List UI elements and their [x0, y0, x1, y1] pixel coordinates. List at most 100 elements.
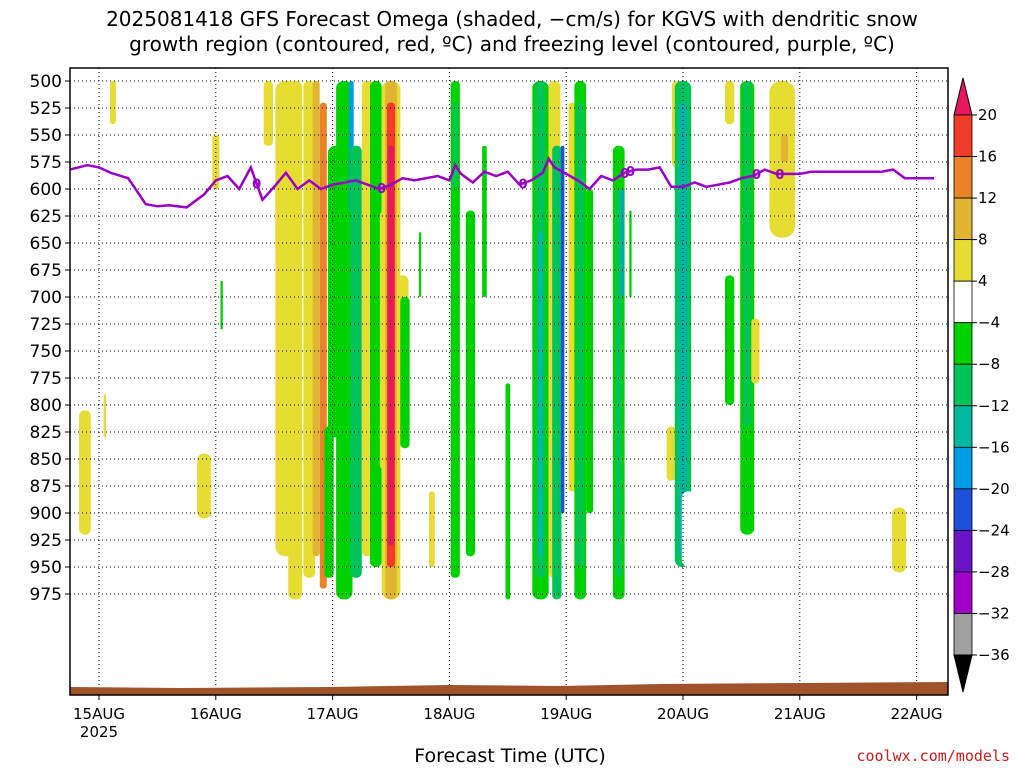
y-tick-label: 950	[30, 558, 62, 578]
omega-area	[429, 491, 435, 567]
y-tick-label: 925	[30, 531, 62, 551]
omega-area	[465, 210, 476, 557]
omega-area	[452, 102, 458, 189]
plot-frame	[69, 67, 949, 696]
y-tick-label: 675	[30, 261, 62, 281]
omega-area	[576, 102, 584, 567]
chart-title-line-1: 2025081418 GFS Forecast Omega (shaded, −…	[106, 7, 918, 31]
omega-area	[560, 145, 565, 514]
omega-area	[288, 81, 303, 600]
freezing-level-line	[70, 156, 935, 209]
colorbar-segment	[953, 156, 973, 199]
colorbar-segment	[953, 239, 973, 282]
y-tick-label: 725	[30, 315, 62, 335]
colorbar-segment	[953, 280, 973, 324]
x-axis-label: Forecast Time (UTC)	[414, 745, 606, 767]
y-tick-label: 875	[30, 477, 62, 497]
colorbar-label: −20	[978, 480, 1010, 498]
y-tick-label: 750	[30, 342, 62, 362]
freezing-level-label: 0	[752, 168, 761, 183]
y-tick-label: 775	[30, 369, 62, 389]
omega-area	[505, 383, 511, 600]
x-tick-label: 18AUG	[423, 705, 475, 723]
x-tick-label: 17AUG	[307, 705, 359, 723]
freezing-level-label: 0	[775, 168, 784, 183]
colorbar-label: 4	[978, 272, 988, 290]
colorbar-segment	[953, 446, 973, 490]
colorbar-segment	[953, 405, 973, 448]
colorbar-label: 8	[978, 231, 988, 249]
plot-area: 0 0 000 0 0	[70, 68, 948, 695]
omega-area	[725, 81, 735, 125]
omega-area	[568, 102, 576, 492]
omega-area	[220, 280, 223, 330]
omega-area	[324, 426, 334, 578]
y-tick-label: 850	[30, 450, 62, 470]
y-tick-label: 575	[30, 153, 62, 173]
omega-area	[781, 135, 789, 162]
y-tick-label: 525	[30, 99, 62, 119]
omega-area	[743, 81, 751, 427]
omega-area	[678, 102, 688, 557]
omega-area	[681, 491, 696, 567]
y-tick-label: 700	[30, 288, 62, 308]
omega-area	[892, 507, 907, 573]
omega-area	[110, 81, 116, 125]
omega-area	[893, 81, 905, 87]
omega-area	[629, 210, 632, 297]
omega-area	[370, 81, 382, 567]
colorbar-segment	[953, 529, 973, 573]
omega-area	[538, 232, 543, 557]
omega-area	[666, 426, 676, 481]
omega-area	[419, 232, 422, 297]
colorbar-label: 20	[978, 106, 997, 124]
omega-area	[197, 453, 212, 519]
omega-area	[482, 145, 487, 297]
colorbar-label: −12	[978, 397, 1010, 415]
freezing-level-label: 0	[626, 165, 635, 180]
x-tick-label: 20AUG	[657, 705, 709, 723]
omega-area	[615, 189, 622, 578]
colorbar-label: −32	[978, 604, 1010, 622]
omega-area	[751, 318, 760, 384]
omega-area	[303, 81, 316, 578]
omega-area	[400, 297, 410, 449]
colorbar-segment	[953, 197, 973, 241]
y-tick-label: 650	[30, 234, 62, 254]
y-tick-label: 625	[30, 207, 62, 227]
x-tick-label: 19AUG	[540, 705, 592, 723]
y-tick-label: 825	[30, 423, 62, 443]
colorbar-segment	[953, 363, 973, 407]
omega-area	[336, 81, 353, 600]
colorbar-label: −8	[978, 355, 1000, 373]
omega-area	[103, 394, 106, 438]
x-tick-label: 21AUG	[774, 705, 826, 723]
freezing-level-label: 0	[377, 182, 386, 197]
omega-area	[838, 291, 850, 438]
colorbar-label: −36	[978, 646, 1010, 664]
x-tick-label: 16AUG	[190, 705, 242, 723]
x-tick-label: 15AUG	[73, 705, 125, 723]
freezing-level-label: 0	[518, 177, 527, 192]
colorbar-segment	[953, 114, 973, 157]
y-tick-label: 900	[30, 504, 62, 524]
omega-area	[388, 145, 394, 546]
omega-area	[694, 426, 704, 557]
omega-area	[312, 81, 320, 557]
colorbar-label: 16	[978, 148, 997, 166]
omega-area	[552, 145, 562, 600]
omega-area	[450, 81, 460, 578]
chart-title-line-2: growth region (contoured, red, ºC) and f…	[129, 32, 895, 56]
omega-area	[586, 189, 594, 513]
colorbar-segment	[953, 571, 973, 614]
colorbar-label: −4	[978, 314, 1000, 332]
colorbar-label: −28	[978, 563, 1010, 581]
terrain-strip	[70, 682, 948, 695]
y-tick-label: 975	[30, 585, 62, 605]
colorbar-label: −16	[978, 438, 1010, 456]
omega-area	[212, 135, 220, 189]
colorbar-bottom-arrow	[953, 654, 973, 693]
source-credit: coolwx.com/models	[856, 747, 1010, 765]
y-tick-label: 800	[30, 396, 62, 416]
